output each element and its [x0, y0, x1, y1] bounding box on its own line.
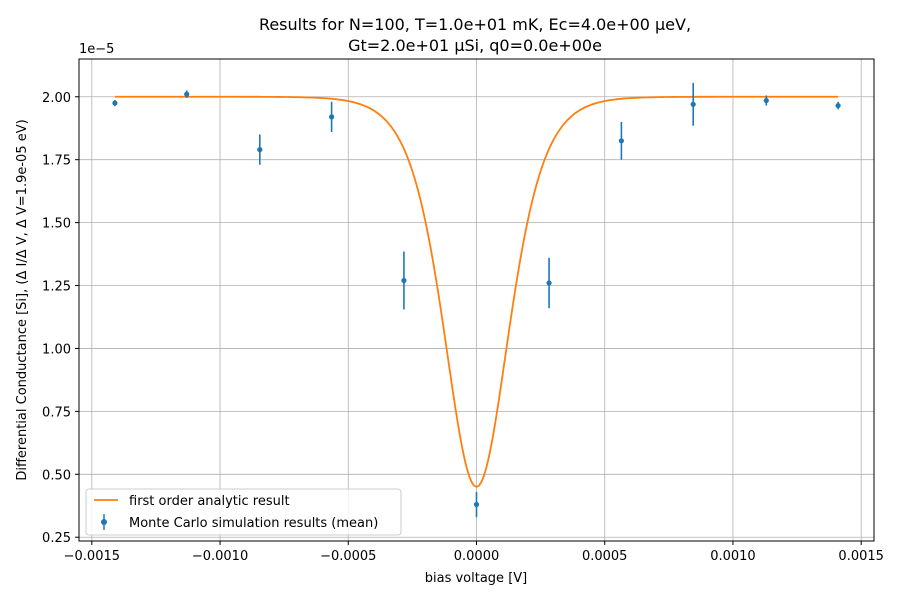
plot-frame — [78, 58, 875, 542]
data-point — [690, 101, 696, 107]
data-point — [546, 280, 552, 286]
y-tick-label: 1.25 — [42, 280, 71, 295]
y-tick-label: 0.75 — [42, 405, 71, 420]
x-axis-label: bias voltage [V] — [425, 571, 527, 586]
data-point — [329, 114, 335, 120]
data-point — [763, 97, 769, 104]
legend-label-montecarlo: Monte Carlo simulation results (mean) — [129, 516, 378, 531]
y-tick-label: 1.75 — [42, 154, 71, 169]
x-tick-label: 0.0010 — [710, 549, 756, 564]
data-point — [184, 91, 190, 97]
y-tick-label: 0.25 — [42, 531, 71, 546]
data-point — [401, 277, 407, 284]
chart-title-line1: Results for N=100, T=1.0e+01 mK, Ec=4.0e… — [259, 15, 691, 34]
x-tick-label: 0.0015 — [838, 549, 884, 564]
x-tick-label: 0.0005 — [582, 549, 628, 564]
data-point — [473, 501, 480, 508]
y-axis-label: Differential Conductance [Si], (Δ I/Δ V,… — [15, 119, 30, 480]
y-tick-label: 1.50 — [42, 217, 71, 232]
y-tick-label: 1.00 — [42, 342, 71, 357]
legend-box — [85, 488, 402, 536]
chart-title-line2: Gt=2.0e+01 μSi, q0=0.0e+00e — [348, 36, 602, 55]
data-point — [257, 147, 263, 153]
data-point — [112, 100, 118, 106]
data-point — [618, 138, 624, 144]
ticks-layer: −0.0015 −0.0010 −0.0005 0.0000 0.0005 0.0010 0… — [42, 91, 884, 564]
x-tick-label: −0.0010 — [192, 549, 248, 564]
grid-layer — [79, 59, 874, 541]
x-tick-label: 0.0000 — [454, 549, 500, 564]
y-tick-label: 2.00 — [42, 91, 71, 106]
y-offset-text: 1e−5 — [79, 42, 114, 57]
data-point — [835, 102, 841, 109]
x-tick-label: −0.0005 — [320, 549, 376, 564]
legend-marker-swatch — [101, 519, 107, 525]
y-tick-label: 0.50 — [42, 468, 71, 483]
legend: first order analytic result Monte Carlo … — [85, 488, 402, 536]
legend-label-analytic: first order analytic result — [129, 494, 290, 509]
x-tick-label: −0.0015 — [64, 549, 120, 564]
plot-layer — [112, 82, 841, 518]
analytic-curve — [114, 95, 839, 488]
